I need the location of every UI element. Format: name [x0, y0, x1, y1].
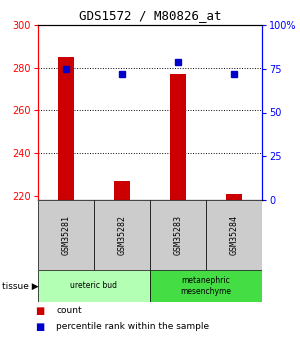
Bar	[114, 181, 130, 200]
Text: tissue ▶: tissue ▶	[2, 282, 38, 290]
Text: count: count	[56, 306, 82, 315]
Bar	[58, 57, 74, 200]
Text: percentile rank within the sample: percentile rank within the sample	[56, 322, 209, 331]
Text: GDS1572 / M80826_at: GDS1572 / M80826_at	[79, 9, 221, 22]
Text: GSM35284: GSM35284	[230, 215, 238, 255]
Text: ureteric bud: ureteric bud	[70, 282, 118, 290]
Text: GSM35282: GSM35282	[118, 215, 127, 255]
Text: GSM35281: GSM35281	[61, 215, 70, 255]
Text: GSM35283: GSM35283	[173, 215, 182, 255]
Bar	[38, 200, 94, 270]
Bar	[94, 200, 150, 270]
Bar	[169, 74, 186, 200]
Bar	[150, 200, 206, 270]
Bar	[206, 200, 262, 270]
Bar	[38, 270, 150, 302]
Text: ■: ■	[35, 306, 44, 316]
Text: ■: ■	[35, 322, 44, 332]
Text: metanephric
mesenchyme: metanephric mesenchyme	[181, 276, 232, 296]
Bar	[150, 270, 262, 302]
Bar	[226, 194, 242, 200]
